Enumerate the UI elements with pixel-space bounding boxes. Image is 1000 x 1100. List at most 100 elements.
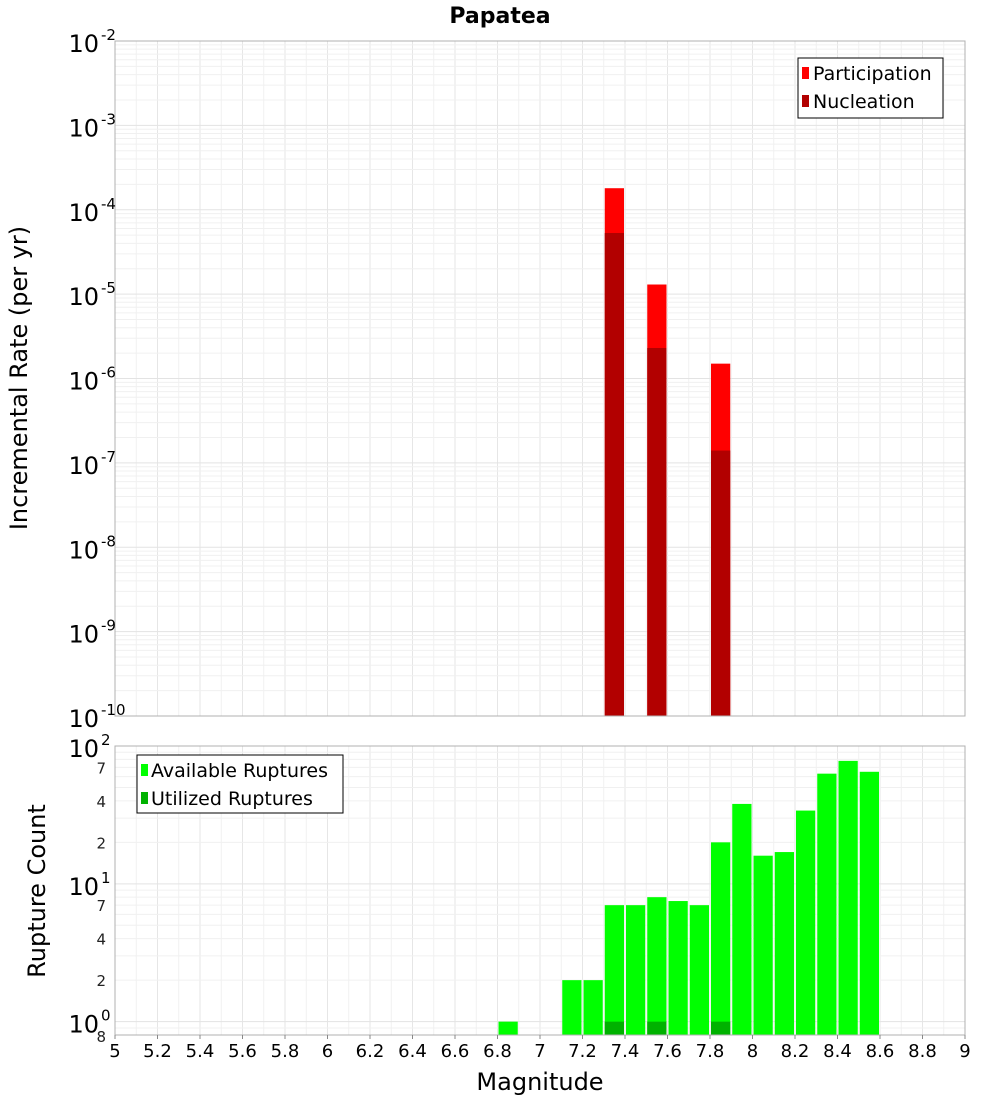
top-legend-box [797, 57, 944, 119]
top-bar-nucleation-7_55 [647, 347, 667, 716]
x-tick-label: 6.8 [483, 1041, 512, 1062]
x-tick-label: 7.8 [696, 1041, 725, 1062]
x-tick-label: 6.6 [441, 1041, 470, 1062]
x-ticks: 5 5.2 5.4 5.6 5.8 6 6.2 6.4 6.6 6.8 7 7.2 7.4 7.6 7.8 8… [109, 1035, 971, 1062]
legend-swatch-nucleation [802, 95, 809, 107]
bottom-bars [498, 760, 879, 1035]
top-y-tick-exponent: -4 [101, 195, 116, 213]
top-y-tick-base: 10 [68, 283, 99, 311]
bottom-bar-available-ruptures-7_85 [711, 842, 731, 1035]
bottom-bar-available-ruptures-8_25 [796, 810, 816, 1035]
x-tick-label: 6.2 [356, 1041, 385, 1062]
x-tick-label: 6.4 [398, 1041, 427, 1062]
bottom-bar-available-ruptures-8_05 [753, 855, 773, 1035]
top-y-tick-base: 10 [68, 621, 99, 649]
bottom-bar-available-ruptures-7_35 [604, 905, 624, 1035]
top-y-tick-base: 10 [68, 114, 99, 142]
bottom-y-minor-tick: 2 [96, 972, 106, 990]
bottom-bar-available-ruptures-8_55 [859, 771, 879, 1035]
legend-label-participation: Participation [813, 63, 932, 85]
x-tick-label: 6 [322, 1041, 333, 1062]
top-y-tick-base: 10 [68, 30, 99, 58]
top-y-tick-base: 10 [68, 452, 99, 480]
bottom-bar-utilized-ruptures-7_55 [647, 1021, 667, 1035]
top-legend: Participation Nucleation [797, 57, 944, 119]
x-tick-label: 8.4 [823, 1041, 852, 1062]
x-tick-label: 5 [109, 1041, 120, 1062]
x-tick-label: 5.6 [228, 1041, 257, 1062]
top-grid [114, 40, 966, 717]
bottom-bar-available-ruptures-7_25 [583, 980, 603, 1035]
bottom-bar-available-ruptures-7_55 [647, 897, 667, 1035]
bottom-y-tick-exponent: 1 [101, 869, 111, 887]
bottom-y-tick-base: 10 [68, 873, 99, 901]
bottom-bar-utilized-ruptures-7_85 [711, 1021, 731, 1035]
bottom-y-minor-tick: 4 [96, 793, 106, 811]
bottom-y-tick-exponent: 0 [101, 1007, 111, 1025]
top-y-tick-exponent: -10 [101, 701, 126, 719]
top-y-tick-exponent: -9 [101, 617, 116, 635]
bottom-bar-available-ruptures-6_85 [498, 1021, 518, 1035]
bottom-y-minor-tick: 8 [96, 1028, 106, 1046]
bottom-y-tick-base: 10 [68, 735, 99, 763]
bottom-y-tick-exponent: 2 [101, 731, 111, 749]
top-y-tick-exponent: -8 [101, 532, 116, 550]
bottom-bar-available-ruptures-7_95 [732, 803, 752, 1035]
x-tick-label: 9 [959, 1041, 970, 1062]
top-bar-nucleation-7_85 [711, 450, 731, 716]
legend-swatch-utilized [141, 792, 148, 804]
top-plot-border [114, 40, 966, 717]
x-tick-label: 5.8 [271, 1041, 300, 1062]
legend-label-available: Available Ruptures [151, 760, 328, 782]
legend-label-nucleation: Nucleation [813, 91, 915, 113]
bottom-legend: Available Ruptures Utilized Ruptures [136, 754, 344, 814]
x-tick-label: 8.2 [781, 1041, 810, 1062]
legend-label-utilized: Utilized Ruptures [151, 788, 313, 810]
top-y-tick-exponent: -5 [101, 279, 116, 297]
bottom-y-minor-tick: 4 [96, 931, 106, 949]
bottom-bar-available-ruptures-7_75 [689, 905, 709, 1035]
bottom-legend-box [136, 754, 344, 814]
top-y-tick-exponent: -6 [101, 364, 116, 382]
bottom-y-minor-tick: 7 [96, 759, 106, 777]
bottom-y-minor-tick: 2 [96, 834, 106, 852]
top-bar-nucleation-7_35 [604, 233, 624, 716]
chart-title: Papatea [449, 4, 550, 29]
top-y-axis-label: Incremental Rate (per yr) [5, 226, 33, 530]
top-y-tick-base: 10 [68, 536, 99, 564]
x-tick-label: 8.8 [908, 1041, 937, 1062]
x-tick-label: 5.4 [186, 1041, 215, 1062]
x-tick-label: 7.6 [653, 1041, 682, 1062]
x-tick-label: 5.2 [143, 1041, 172, 1062]
bottom-bar-utilized-ruptures-7_35 [604, 1021, 624, 1035]
top-y-tick-exponent: -7 [101, 448, 116, 466]
legend-swatch-available [141, 764, 148, 776]
legend-swatch-participation [802, 67, 809, 79]
x-tick-label: 7.4 [611, 1041, 640, 1062]
bottom-bar-available-ruptures-8_35 [817, 773, 837, 1035]
top-y-tick-base: 10 [68, 199, 99, 227]
top-y-tick-exponent: -2 [101, 26, 116, 44]
top-bars [604, 188, 731, 717]
x-tick-label: 8.6 [866, 1041, 895, 1062]
bottom-y-tick-base: 10 [68, 1011, 99, 1039]
x-tick-label: 7.2 [568, 1041, 597, 1062]
bottom-bar-available-ruptures-7_45 [626, 905, 646, 1035]
top-y-tick-base: 10 [68, 705, 99, 733]
top-y-tick-base: 10 [68, 368, 99, 396]
bottom-bar-available-ruptures-8_45 [838, 760, 858, 1035]
x-tick-label: 7 [534, 1041, 545, 1062]
bottom-bar-available-ruptures-7_15 [562, 980, 582, 1035]
bottom-bar-available-ruptures-7_65 [668, 901, 688, 1035]
bottom-y-minor-tick: 7 [96, 897, 106, 915]
bottom-y-axis-label: Rupture Count [23, 804, 51, 978]
bottom-bar-available-ruptures-8_15 [774, 852, 794, 1035]
x-tick-label: 8 [747, 1041, 758, 1062]
x-axis-label: Magnitude [476, 1068, 603, 1096]
top-y-tick-exponent: -3 [101, 110, 116, 128]
